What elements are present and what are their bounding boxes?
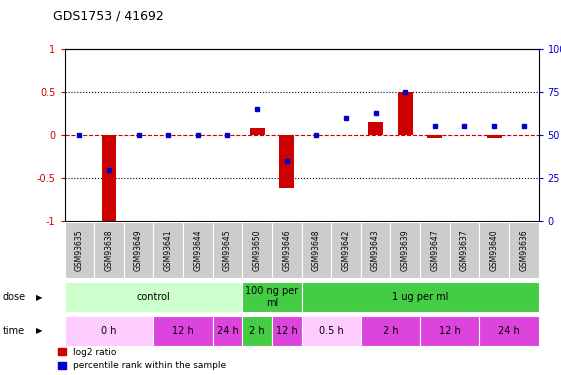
Text: GSM93647: GSM93647	[430, 230, 439, 271]
FancyBboxPatch shape	[213, 222, 242, 278]
Text: GDS1753 / 41692: GDS1753 / 41692	[53, 9, 164, 22]
Bar	[398, 92, 413, 135]
Text: 12 h: 12 h	[276, 326, 297, 336]
Legend: log2 ratio, percentile rank within the sample: log2 ratio, percentile rank within the s…	[58, 348, 226, 370]
Text: control: control	[136, 292, 171, 302]
Text: time: time	[3, 326, 25, 336]
Text: 1 ug per ml: 1 ug per ml	[392, 292, 448, 302]
Text: GSM93649: GSM93649	[134, 230, 143, 271]
Text: GSM93638: GSM93638	[104, 230, 113, 271]
FancyBboxPatch shape	[450, 222, 479, 278]
FancyBboxPatch shape	[361, 222, 390, 278]
FancyBboxPatch shape	[331, 222, 361, 278]
Text: GSM93640: GSM93640	[490, 230, 499, 271]
Text: GSM93642: GSM93642	[342, 230, 351, 271]
Text: GSM93635: GSM93635	[75, 230, 84, 271]
FancyBboxPatch shape	[361, 316, 420, 346]
Text: GSM93643: GSM93643	[371, 230, 380, 271]
Text: GSM93641: GSM93641	[164, 230, 173, 271]
Text: 0 h: 0 h	[101, 326, 117, 336]
Text: ▶: ▶	[36, 326, 43, 335]
FancyBboxPatch shape	[509, 222, 539, 278]
Text: GSM93648: GSM93648	[312, 230, 321, 271]
FancyBboxPatch shape	[242, 282, 301, 312]
FancyBboxPatch shape	[153, 222, 183, 278]
Text: GSM93637: GSM93637	[460, 230, 469, 271]
FancyBboxPatch shape	[420, 316, 479, 346]
Text: GSM93644: GSM93644	[194, 230, 203, 271]
Text: GSM93636: GSM93636	[519, 230, 528, 271]
Bar	[250, 128, 264, 135]
Text: GSM93646: GSM93646	[282, 230, 291, 271]
Text: 12 h: 12 h	[172, 326, 194, 336]
FancyBboxPatch shape	[272, 222, 301, 278]
FancyBboxPatch shape	[153, 316, 213, 346]
Text: GSM93639: GSM93639	[401, 230, 410, 271]
FancyBboxPatch shape	[301, 222, 331, 278]
Text: 2 h: 2 h	[383, 326, 398, 336]
FancyBboxPatch shape	[479, 222, 509, 278]
Text: GSM93645: GSM93645	[223, 230, 232, 271]
Text: 24 h: 24 h	[498, 326, 520, 336]
FancyBboxPatch shape	[65, 282, 242, 312]
FancyBboxPatch shape	[390, 222, 420, 278]
Bar	[102, 135, 116, 226]
FancyBboxPatch shape	[213, 316, 242, 346]
Text: 0.5 h: 0.5 h	[319, 326, 343, 336]
Text: 12 h: 12 h	[439, 326, 461, 336]
Bar	[279, 135, 294, 189]
FancyBboxPatch shape	[124, 222, 153, 278]
FancyBboxPatch shape	[94, 222, 124, 278]
Text: 2 h: 2 h	[249, 326, 265, 336]
Bar	[368, 122, 383, 135]
FancyBboxPatch shape	[301, 316, 361, 346]
Bar	[427, 135, 442, 138]
FancyBboxPatch shape	[242, 222, 272, 278]
FancyBboxPatch shape	[183, 222, 213, 278]
FancyBboxPatch shape	[242, 316, 272, 346]
Text: 100 ng per
ml: 100 ng per ml	[245, 286, 298, 308]
Text: GSM93650: GSM93650	[252, 230, 261, 271]
FancyBboxPatch shape	[479, 316, 539, 346]
FancyBboxPatch shape	[65, 316, 153, 346]
Text: dose: dose	[3, 292, 26, 302]
FancyBboxPatch shape	[420, 222, 450, 278]
Text: 24 h: 24 h	[217, 326, 238, 336]
FancyBboxPatch shape	[272, 316, 301, 346]
Text: ▶: ▶	[36, 292, 43, 302]
FancyBboxPatch shape	[65, 222, 94, 278]
Bar	[487, 135, 502, 138]
FancyBboxPatch shape	[301, 282, 539, 312]
